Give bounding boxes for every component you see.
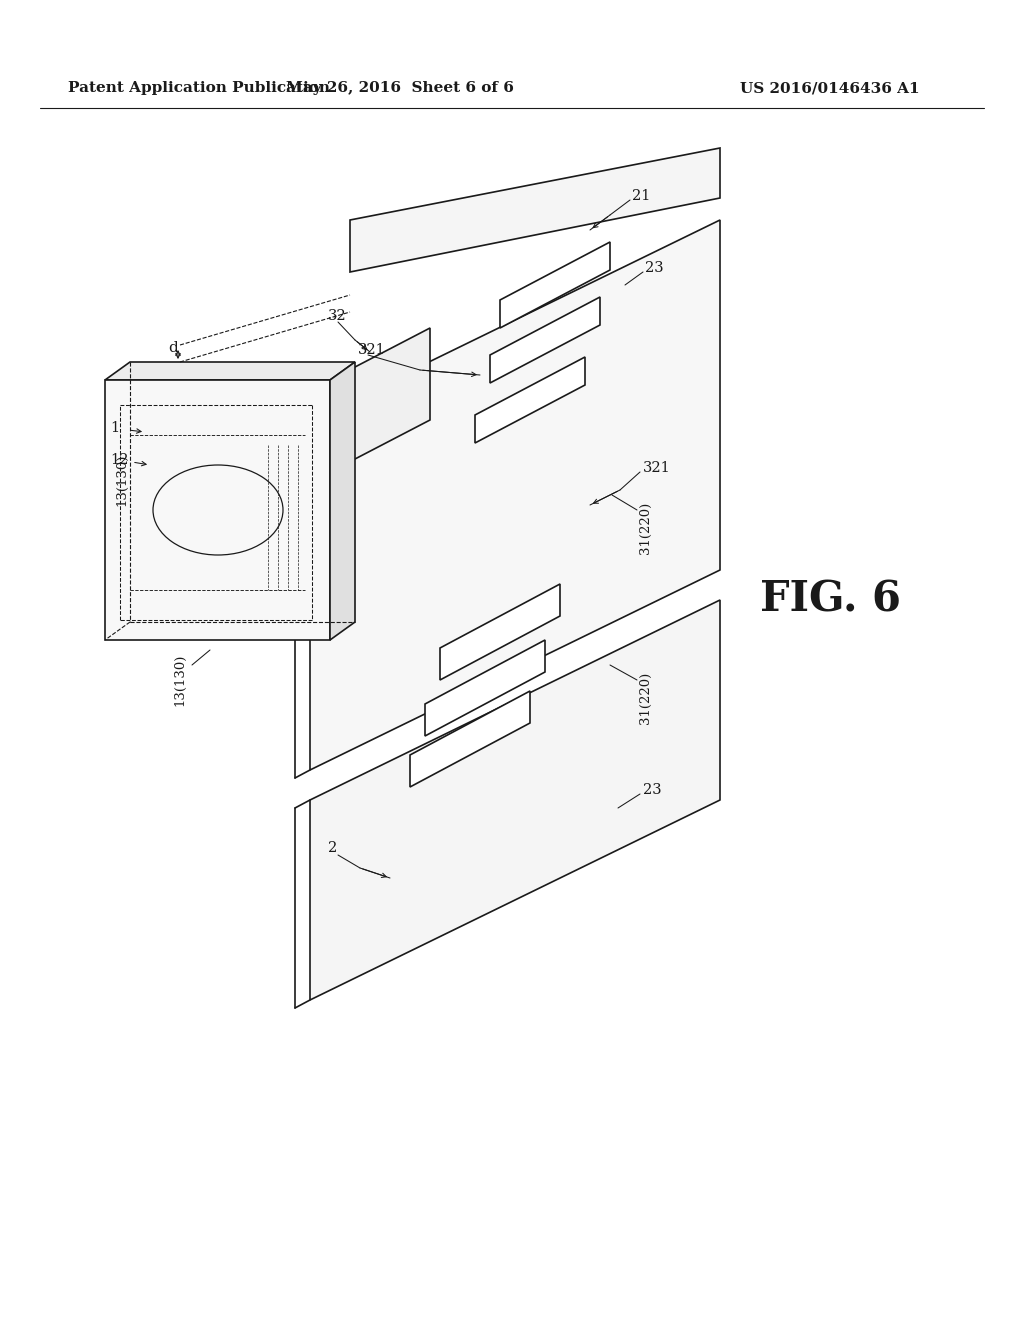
Text: Patent Application Publication: Patent Application Publication [68, 81, 330, 95]
Text: 321: 321 [643, 461, 671, 475]
Text: 321: 321 [358, 343, 386, 356]
Text: 12: 12 [110, 453, 128, 467]
Polygon shape [330, 362, 355, 640]
Text: 21: 21 [632, 189, 650, 203]
Polygon shape [410, 690, 530, 787]
Polygon shape [500, 242, 610, 327]
Polygon shape [440, 583, 560, 680]
Polygon shape [310, 601, 720, 1001]
Text: 32: 32 [328, 309, 347, 323]
Text: 13(130): 13(130) [116, 454, 128, 506]
Text: 2: 2 [328, 841, 337, 855]
Polygon shape [330, 327, 430, 473]
Text: 23: 23 [643, 783, 662, 797]
Text: 23: 23 [645, 261, 664, 275]
Polygon shape [425, 640, 545, 737]
Polygon shape [490, 297, 600, 383]
Text: FIG. 6: FIG. 6 [760, 579, 901, 620]
Polygon shape [310, 220, 720, 770]
Text: 31(220): 31(220) [639, 672, 651, 725]
Polygon shape [350, 148, 720, 272]
Polygon shape [475, 356, 585, 444]
Text: d: d [168, 341, 178, 355]
Text: 13(130): 13(130) [173, 653, 186, 706]
Text: 1: 1 [110, 421, 119, 436]
Text: US 2016/0146436 A1: US 2016/0146436 A1 [740, 81, 920, 95]
Polygon shape [105, 380, 330, 640]
Text: 31(220): 31(220) [639, 502, 651, 554]
Polygon shape [105, 362, 355, 380]
Text: May 26, 2016  Sheet 6 of 6: May 26, 2016 Sheet 6 of 6 [286, 81, 514, 95]
